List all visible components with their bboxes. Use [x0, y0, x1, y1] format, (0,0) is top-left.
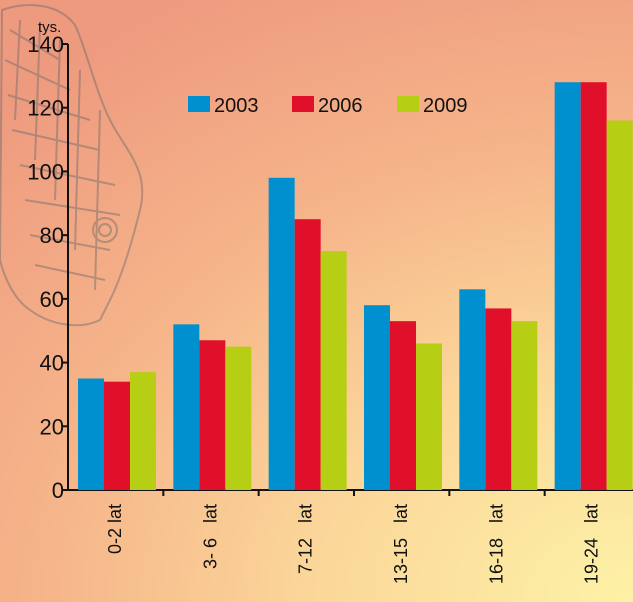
legend-label-2006: 2006 — [318, 95, 363, 117]
bar-2003-4 — [459, 289, 486, 490]
legend-label-2003: 2003 — [214, 95, 259, 117]
chart-bars — [78, 82, 633, 491]
chart-legend: 2003 2006 2009 — [188, 95, 468, 117]
bar-2003-5 — [554, 82, 581, 490]
y-axis-ticks: 0 20 40 60 80 100 120 140 — [27, 32, 68, 503]
x-category-label: 7-12 lat — [296, 504, 316, 574]
bar-2009-0 — [130, 372, 156, 490]
y-tick-label: 40 — [40, 351, 64, 376]
x-category-label: 3- 6 lat — [200, 504, 220, 569]
y-tick-label: 100 — [27, 159, 64, 184]
legend-swatch-2006 — [292, 96, 314, 112]
bar-2006-2 — [294, 219, 321, 490]
bar-2006-0 — [104, 381, 130, 490]
bar-2009-4 — [511, 321, 538, 490]
x-category-label: 0-2 lat — [105, 504, 125, 554]
bar-2003-1 — [173, 324, 200, 490]
bar-2009-3 — [416, 343, 442, 490]
bar-2009-1 — [225, 346, 252, 490]
x-category-label: 16-18 lat — [486, 504, 506, 584]
y-axis-unit-label: tys. — [38, 19, 61, 36]
y-tick-label: 120 — [27, 96, 64, 121]
legend-swatch-2009 — [397, 96, 419, 112]
bar-2003-0 — [78, 378, 104, 490]
bar-2009-5 — [606, 120, 633, 490]
bar-2009-2 — [320, 251, 347, 490]
x-category-label: 19-24 lat — [582, 504, 602, 584]
bar-2003-2 — [268, 177, 295, 491]
y-tick-label: 0 — [52, 478, 64, 503]
x-axis-labels: 0-2 lat 3- 6 lat 7-12 lat 13-15 lat 16-18 la… — [105, 490, 602, 584]
bar-2003-3 — [364, 305, 390, 490]
bar-2006-1 — [199, 340, 226, 490]
y-tick-label: 20 — [40, 414, 64, 439]
decorative-sketch — [0, 4, 144, 327]
legend-swatch-2003 — [188, 96, 210, 112]
y-tick-label: 140 — [27, 32, 64, 57]
y-tick-label: 60 — [40, 287, 64, 312]
bar-2006-3 — [390, 321, 416, 490]
x-category-label: 13-15 lat — [391, 504, 411, 584]
bar-2006-4 — [485, 308, 512, 490]
bar-2006-5 — [580, 82, 607, 490]
legend-label-2009: 2009 — [423, 95, 468, 117]
y-tick-label: 80 — [40, 223, 64, 248]
